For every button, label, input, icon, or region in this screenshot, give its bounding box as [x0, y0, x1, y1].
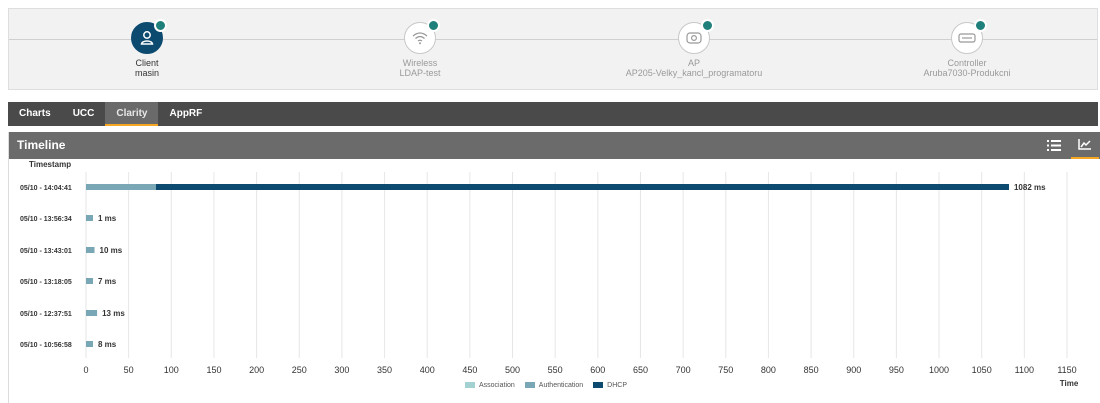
y-tick-label: 05/10 - 10:56:58 [20, 342, 72, 349]
data-label: 13 ms [102, 309, 125, 318]
y-tick-label: 05/10 - 13:43:01 [20, 248, 72, 255]
topology-node-client[interactable]: Client masin [47, 19, 247, 78]
list-view-button[interactable] [1040, 132, 1068, 159]
x-tick-label: 450 [462, 365, 477, 375]
x-tick-label: 1050 [972, 365, 992, 375]
topology-node-controller[interactable]: Controller Aruba7030-Produkcni [867, 19, 1067, 78]
node-name-label: AP205-Velky_kancl_programatoru [625, 68, 763, 78]
node-circle[interactable] [404, 19, 440, 54]
controller-icon [958, 32, 976, 44]
node-name-label: Aruba7030-Produkcni [923, 68, 1011, 78]
x-tick-label: 200 [249, 365, 264, 375]
chart-legend: Association Authentication DHCP [465, 382, 627, 389]
x-tick-label: 100 [164, 365, 179, 375]
x-tick-label: 650 [633, 365, 648, 375]
connection-topology: Client masin Wireless LDAP-test AP AP205-Velk… [8, 8, 1098, 90]
x-tick-label: 1100 [1015, 365, 1034, 375]
topology-node-wireless[interactable]: Wireless LDAP-test [320, 19, 520, 78]
x-tick-label: 600 [590, 365, 605, 375]
bar-authentication [86, 278, 93, 284]
x-tick-label: 350 [377, 365, 392, 375]
data-label: 7 ms [98, 277, 117, 286]
y-tick-label: 05/10 - 12:37:51 [20, 311, 72, 318]
x-tick-label: 0 [83, 365, 88, 375]
tab-charts[interactable]: Charts [19, 108, 51, 119]
legend-swatch [524, 382, 535, 389]
x-tick-label: 250 [292, 365, 307, 375]
x-axis-title: Time [1060, 379, 1079, 388]
y-tick-label: 05/10 - 14:04:41 [20, 185, 72, 192]
chart-view-button[interactable] [1071, 132, 1099, 159]
status-dot [974, 19, 987, 32]
status-dot [154, 19, 167, 32]
data-label: 10 ms [100, 246, 123, 255]
node-type-label: Controller [947, 58, 987, 68]
bar-dhcp [155, 184, 1009, 190]
status-dot [427, 19, 440, 32]
x-tick-label: 850 [804, 365, 819, 375]
node-circle[interactable] [131, 19, 167, 54]
tab-ucc[interactable]: UCC [72, 108, 95, 119]
data-label: 8 ms [98, 340, 117, 349]
tab-apprf[interactable]: AppRF [169, 108, 203, 119]
node-type-label: Wireless [402, 58, 438, 68]
bar-authentication [86, 215, 93, 221]
x-tick-label: 700 [676, 365, 691, 375]
y-axis-title: Timestamp [29, 160, 72, 169]
node-name-label: LDAP-test [399, 68, 441, 78]
topology-node-ap[interactable]: AP AP205-Velky_kancl_programatoru [594, 19, 794, 78]
node-circle[interactable] [951, 19, 987, 54]
bar-authentication [86, 310, 98, 316]
line-chart-icon [1078, 139, 1091, 150]
access-point-icon [685, 31, 703, 45]
bar-authentication [86, 341, 93, 347]
x-tick-label: 900 [846, 365, 861, 375]
legend-label: DHCP [607, 382, 628, 389]
y-tick-label: 05/10 - 13:56:34 [20, 216, 72, 223]
topology-line [9, 39, 1097, 40]
x-tick-label: 800 [761, 365, 776, 375]
x-tick-label: 400 [420, 365, 435, 375]
timeline-chart: 0 50 100 150 200 250 300 350 400 450 500 550 600 650 7… [20, 172, 1079, 388]
panel-header: Timeline [9, 132, 1100, 159]
node-name-label: masin [134, 68, 159, 78]
y-tick-label: 05/10 - 13:18:05 [20, 279, 72, 286]
legend-label: Authentication [538, 382, 584, 389]
x-tick-label: 1150 [1057, 365, 1076, 375]
x-tick-label: 750 [718, 365, 733, 375]
bar-authentication [86, 184, 156, 190]
timeline-panel: Timeline Timestamp [8, 132, 1100, 403]
data-label: 1082 ms [1014, 183, 1046, 192]
x-tick-label: 50 [124, 365, 134, 375]
legend-swatch [593, 382, 604, 389]
tab-bar: Charts UCC Clarity AppRF [8, 102, 1098, 126]
x-tick-label: 500 [505, 365, 520, 375]
x-tick-label: 950 [889, 365, 904, 375]
node-circle[interactable] [678, 19, 714, 54]
legend-swatch [465, 382, 475, 389]
x-tick-label: 300 [334, 365, 349, 375]
wifi-icon [412, 31, 428, 45]
status-dot [701, 19, 714, 32]
bar-authentication [86, 247, 95, 253]
legend-label: Association [479, 382, 515, 389]
legend-item-authentication[interactable]: Authentication [524, 382, 584, 389]
data-label: 1 ms [98, 214, 117, 223]
tab-clarity[interactable]: Clarity [105, 102, 159, 126]
node-type-label: Client [135, 58, 159, 68]
x-tick-label: 150 [206, 365, 221, 375]
x-tick-label: 1000 [929, 365, 949, 375]
panel-title: Timeline [17, 138, 66, 152]
legend-item-association[interactable]: Association [465, 382, 515, 389]
node-type-label: AP [687, 58, 700, 68]
user-icon [139, 30, 155, 46]
x-tick-label: 550 [548, 365, 563, 375]
list-icon [1047, 140, 1061, 151]
legend-item-dhcp[interactable]: DHCP [593, 382, 627, 389]
